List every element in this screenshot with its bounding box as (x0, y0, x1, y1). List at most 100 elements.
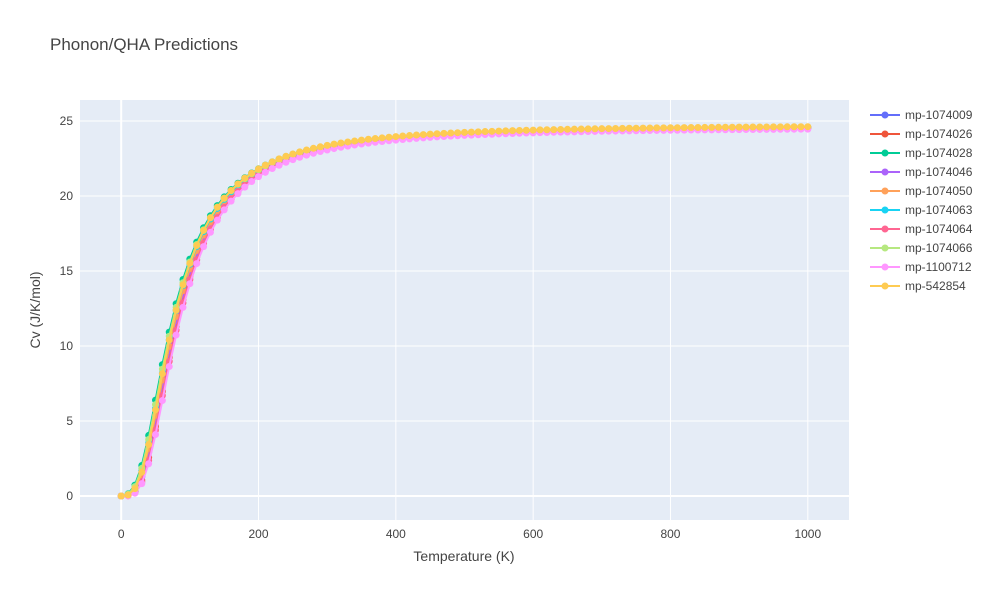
legend-item[interactable]: mp-1074046 (870, 165, 973, 179)
data-point (316, 143, 324, 151)
data-point (557, 125, 565, 133)
data-point (769, 123, 777, 131)
plot-area (80, 100, 849, 520)
data-point (303, 151, 311, 159)
y-tick-label: 25 (60, 114, 74, 128)
data-point (660, 124, 668, 132)
data-point (172, 331, 180, 339)
x-tick-label: 1000 (794, 527, 821, 541)
data-point (467, 128, 475, 136)
data-point (213, 216, 221, 224)
data-point (179, 281, 187, 289)
series-mp-542854 (117, 123, 812, 500)
data-point (440, 129, 448, 137)
tick-labels: 0 200 400 600 800 1000 0 5 10 15 20 25 (60, 114, 822, 541)
data-point (186, 280, 194, 288)
data-point (289, 150, 297, 158)
data-point (200, 243, 208, 251)
legend-label: mp-1074064 (905, 222, 973, 236)
x-axis-label: Temperature (K) (413, 548, 514, 564)
data-point (309, 144, 317, 152)
data-point (248, 169, 256, 177)
legend-item[interactable]: mp-542854 (870, 279, 966, 293)
legend-label: mp-542854 (905, 279, 966, 293)
data-point (323, 141, 331, 149)
x-tick-label: 200 (249, 527, 269, 541)
data-point (241, 174, 249, 182)
data-point (550, 126, 558, 134)
series-group (117, 123, 812, 500)
data-point (392, 133, 400, 141)
data-point (783, 123, 791, 131)
data-point (220, 206, 228, 214)
legend-item[interactable]: mp-1100712 (870, 260, 972, 274)
data-point (227, 186, 235, 194)
legend-item[interactable]: mp-1074026 (870, 127, 973, 141)
y-tick-label: 5 (66, 414, 73, 428)
data-point (673, 124, 681, 132)
data-point (570, 125, 578, 133)
data-point (255, 165, 263, 173)
data-point (399, 132, 407, 140)
legend-label: mp-1074066 (905, 241, 973, 255)
data-point (598, 125, 606, 133)
data-point (165, 336, 173, 344)
data-point (330, 140, 338, 148)
data-point (653, 124, 661, 132)
legend-marker (881, 244, 889, 252)
legend-item[interactable]: mp-1074009 (870, 108, 973, 122)
legend-item[interactable]: mp-1074028 (870, 146, 973, 160)
y-tick-label: 0 (66, 489, 73, 503)
data-point (474, 128, 482, 136)
data-point (117, 492, 125, 500)
data-point (735, 123, 743, 131)
data-point (612, 124, 620, 132)
data-point (433, 130, 441, 138)
legend-label: mp-1074026 (905, 127, 973, 141)
legend-item[interactable]: mp-1074063 (870, 203, 973, 217)
data-point (138, 468, 146, 476)
legend-label: mp-1100712 (905, 260, 972, 274)
legend-marker (881, 282, 889, 290)
legend-item[interactable]: mp-1074064 (870, 222, 973, 236)
data-point (378, 134, 386, 142)
data-point (303, 146, 311, 154)
data-point (124, 491, 132, 499)
data-point (639, 124, 647, 132)
legend-marker (881, 168, 889, 176)
data-point (193, 260, 201, 268)
data-point (206, 228, 214, 236)
data-point (419, 131, 427, 139)
legend[interactable]: mp-1074009 mp-1074026 mp-1074028 mp-1074046… (870, 108, 973, 293)
data-point (241, 183, 249, 191)
y-tick-label: 15 (60, 264, 74, 278)
data-point (289, 156, 297, 164)
data-point (790, 123, 798, 131)
data-point (406, 132, 414, 139)
data-point (296, 153, 304, 161)
data-point (563, 125, 571, 133)
data-point (282, 152, 290, 160)
data-point (206, 214, 214, 222)
data-point (145, 441, 153, 448)
x-tick-label: 600 (523, 527, 543, 541)
data-point (646, 124, 654, 132)
y-tick-label: 10 (60, 339, 74, 353)
data-point (309, 149, 317, 157)
data-point (152, 431, 160, 439)
x-tick-label: 800 (660, 527, 680, 541)
data-point (701, 123, 709, 131)
data-point (131, 485, 139, 493)
data-point (351, 137, 359, 145)
legend-label: mp-1074050 (905, 184, 973, 198)
legend-item[interactable]: mp-1074050 (870, 184, 973, 198)
data-point (282, 158, 290, 166)
data-point (172, 306, 180, 314)
data-point (412, 131, 420, 139)
data-point (152, 406, 160, 414)
data-point (509, 127, 517, 135)
legend-marker (881, 206, 889, 214)
legend-item[interactable]: mp-1074066 (870, 241, 973, 255)
data-point (584, 125, 592, 133)
